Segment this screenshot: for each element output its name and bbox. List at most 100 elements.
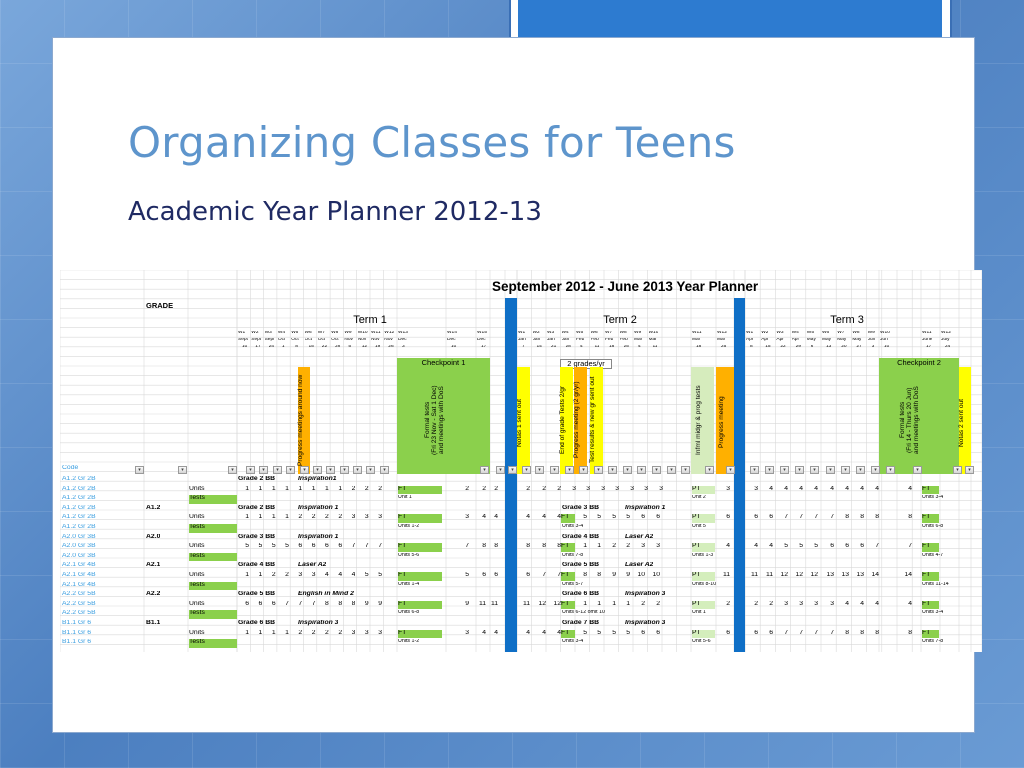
month-label: Sept <box>238 338 248 342</box>
unit-number-cell: 4 <box>908 485 912 492</box>
unit-number-cell: 3 <box>615 485 619 492</box>
filter-dropdown-button[interactable]: ▾ <box>871 466 880 474</box>
filter-dropdown-button[interactable]: ▾ <box>496 466 505 474</box>
filter-dropdown-button[interactable]: ▾ <box>340 466 349 474</box>
day-label: 18 <box>609 345 615 349</box>
unit-number-cell: 6 <box>641 514 645 521</box>
filter-dropdown-button[interactable]: ▾ <box>608 466 617 474</box>
filter-dropdown-button[interactable]: ▾ <box>508 466 517 474</box>
filter-dropdown-button[interactable]: ▾ <box>259 466 268 474</box>
day-label: 8 <box>750 345 753 349</box>
filter-dropdown-button[interactable]: ▾ <box>565 466 574 474</box>
month-label: Feb <box>619 338 628 342</box>
unit-number-cell: 8 <box>494 543 498 550</box>
unit-number-cell: 1 <box>245 485 249 492</box>
filter-dropdown-button[interactable]: ▾ <box>286 466 295 474</box>
month-label: Mar <box>648 338 657 342</box>
filter-dropdown-button[interactable]: ▾ <box>380 466 389 474</box>
unit-number-cell: 8 <box>583 572 587 578</box>
unit-number-cell: 2 <box>612 543 616 550</box>
filter-dropdown-button[interactable]: ▾ <box>246 466 255 474</box>
filter-dropdown-button[interactable]: ▾ <box>667 466 676 474</box>
filter-dropdown-button[interactable]: ▾ <box>594 466 603 474</box>
filter-dropdown-button[interactable]: ▾ <box>826 466 835 474</box>
filter-dropdown-button[interactable]: ▾ <box>228 466 237 474</box>
day-label: 3 <box>402 345 405 349</box>
unit-number-cell: 4 <box>769 543 773 550</box>
filter-dropdown-button[interactable]: ▾ <box>681 466 690 474</box>
month-label: Sept <box>251 338 262 342</box>
filter-dropdown-button[interactable]: ▾ <box>623 466 632 474</box>
unit-number-cell: 1 <box>258 514 263 521</box>
term-1-label: Term 1 <box>353 315 387 326</box>
filter-dropdown-button[interactable]: ▾ <box>522 466 531 474</box>
unit-number-cell: 6 <box>726 629 730 636</box>
row-plan2-cell: Grade 7 BB <box>562 620 600 626</box>
filter-dropdown-button[interactable]: ▾ <box>366 466 375 474</box>
day-label: 21 <box>551 345 557 349</box>
test-units-cell: Units 7-8 <box>562 552 584 558</box>
filter-dropdown-button[interactable]: ▾ <box>810 466 819 474</box>
week-label: W1 <box>518 331 526 335</box>
month-label: Jan <box>561 338 570 342</box>
end-grade-tests-note: End of grade Tests 2/gr <box>559 385 566 455</box>
test-units-cell: Units 8-10 <box>692 581 717 587</box>
unit-number-cell: 12 <box>538 600 546 607</box>
unit-number-cell: 2 <box>325 629 329 636</box>
filter-dropdown-button[interactable]: ▾ <box>326 466 335 474</box>
filter-dropdown-button[interactable]: ▾ <box>178 466 187 474</box>
week-label: W10 <box>357 331 368 335</box>
unit-number-cell: 7 <box>814 629 818 636</box>
unit-number-cell: 7 <box>830 514 834 521</box>
unit-number-cell: 4 <box>494 629 498 636</box>
christmas-break-bar <box>505 298 517 652</box>
unit-number-cell: 1 <box>258 485 263 492</box>
day-label: 27 <box>856 345 862 349</box>
unit-number-cell: 3 <box>726 485 730 492</box>
filter-dropdown-button[interactable]: ▾ <box>550 466 559 474</box>
filter-dropdown-button[interactable]: ▾ <box>856 466 865 474</box>
test-units-cell: Unit 1 <box>692 610 706 616</box>
unit-number-cell: 5 <box>612 629 616 636</box>
unit-number-cell: 8 <box>845 514 849 521</box>
month-label: Jun <box>880 338 888 342</box>
filter-dropdown-button[interactable]: ▾ <box>300 466 309 474</box>
filter-dropdown-button[interactable]: ▾ <box>795 466 804 474</box>
day-label: 28 <box>565 345 571 349</box>
filter-dropdown-button[interactable]: ▾ <box>353 466 362 474</box>
day-label: 4 <box>638 345 641 349</box>
unit-number-cell: 5 <box>612 514 616 521</box>
unit-number-cell: 3 <box>784 600 788 607</box>
code-column-header[interactable]: Code <box>62 465 79 471</box>
filter-dropdown-button[interactable]: ▾ <box>313 466 322 474</box>
unit-number-cell: 4 <box>830 485 834 492</box>
unit-number-cell: 13 <box>826 572 834 578</box>
filter-dropdown-button[interactable]: ▾ <box>652 466 661 474</box>
filter-dropdown-button[interactable]: ▾ <box>135 466 144 474</box>
unit-number-cell: 8 <box>908 629 912 636</box>
filter-dropdown-button[interactable]: ▾ <box>780 466 789 474</box>
filter-dropdown-button[interactable]: ▾ <box>913 466 922 474</box>
filter-dropdown-button[interactable]: ▾ <box>579 466 588 474</box>
day-label: 22 <box>321 345 328 349</box>
filter-dropdown-button[interactable]: ▾ <box>705 466 714 474</box>
filter-dropdown-button[interactable]: ▾ <box>765 466 774 474</box>
test-units-cell: Units 5-7 <box>562 581 584 587</box>
filter-dropdown-button[interactable]: ▾ <box>273 466 282 474</box>
filter-dropdown-button[interactable]: ▾ <box>953 466 962 474</box>
day-label: 15 <box>765 345 771 349</box>
week-label: W10 <box>880 331 890 335</box>
filter-dropdown-button[interactable]: ▾ <box>965 466 974 474</box>
filter-dropdown-button[interactable]: ▾ <box>841 466 850 474</box>
day-label: 11 <box>652 345 658 349</box>
filter-dropdown-button[interactable]: ▾ <box>886 466 895 474</box>
filter-dropdown-button[interactable]: ▾ <box>726 466 735 474</box>
filter-dropdown-button[interactable]: ▾ <box>750 466 759 474</box>
filter-dropdown-button[interactable]: ▾ <box>480 466 489 474</box>
unit-number-cell: 8 <box>875 629 879 636</box>
filter-dropdown-button[interactable]: ▾ <box>535 466 544 474</box>
grade-label: GRADE <box>146 302 174 310</box>
unit-number-cell: 1 <box>338 485 343 492</box>
month-label: Apr <box>791 338 800 342</box>
filter-dropdown-button[interactable]: ▾ <box>637 466 646 474</box>
